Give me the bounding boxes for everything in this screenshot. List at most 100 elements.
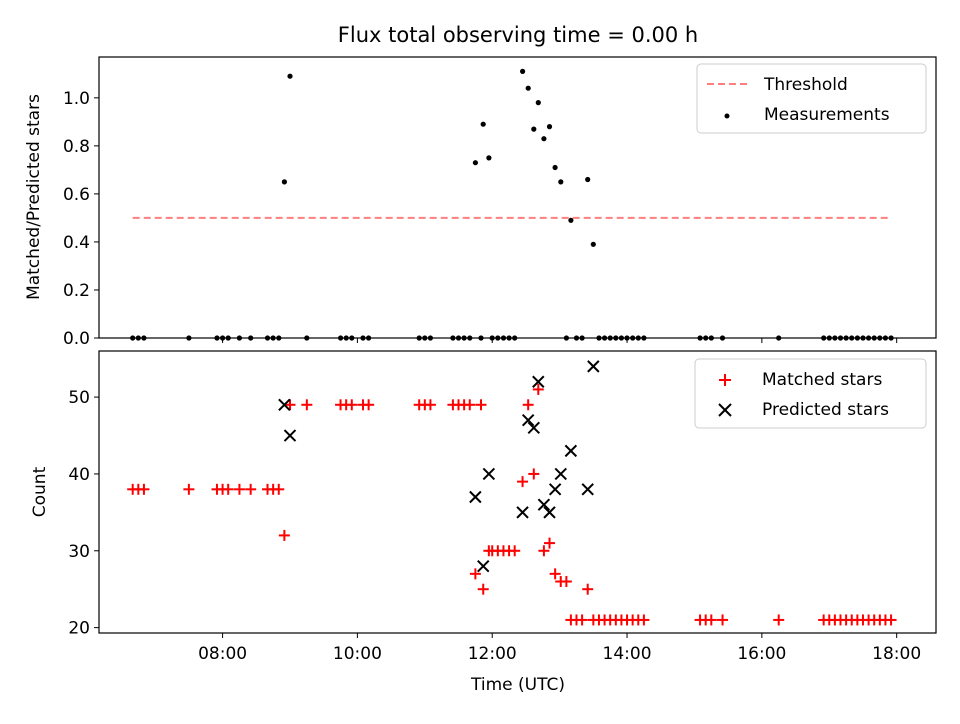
bottom-x-tick-label: 16:00: [737, 644, 786, 664]
predicted-marker-b: [581, 483, 594, 496]
predicted-star-point: [283, 429, 297, 442]
predicted-marker-b: [521, 413, 535, 427]
matched-star-point: [532, 383, 544, 395]
legend-matched-label: Matched stars: [762, 370, 882, 390]
bottom-legend-box: [694, 358, 927, 429]
top-y-tick-label: 0.8: [63, 137, 90, 157]
predicted-star-point: [527, 421, 540, 435]
predicted-star-point: [587, 360, 600, 373]
matched-star-point: [233, 483, 245, 495]
bottom-x-tick-label: 14:00: [603, 644, 652, 664]
top-panel: 0.0 0.2 0.4 0.6 0.8 1.0 Matched/Predicted sta…: [24, 56, 937, 349]
top-y-tick-label: 0.2: [63, 281, 90, 301]
top-legend: Threshold Measurements: [696, 63, 927, 134]
bottom-y-tick-label: 40: [68, 465, 90, 485]
measurement-point: [287, 73, 293, 79]
measurement-point: [558, 179, 564, 185]
top-y-axis-label: Matched/Predicted stars: [24, 94, 44, 300]
predicted-marker-b: [537, 498, 551, 511]
predicted-star-point: [482, 467, 496, 481]
measurement-point: [568, 217, 574, 223]
matched-star-point: [885, 614, 897, 626]
bottom-y-tick-label: 20: [68, 619, 90, 639]
measurement-point: [531, 126, 537, 132]
predicted-marker-b: [543, 506, 556, 519]
matched-star-point: [278, 529, 290, 541]
predicted-marker-b: [477, 559, 490, 573]
matched-star-point: [582, 583, 594, 595]
predicted-marker-b: [564, 444, 578, 458]
matched-star-point: [301, 399, 313, 411]
top-legend-box: [696, 63, 927, 134]
predicted-star-point: [532, 375, 545, 388]
measurement-point: [525, 85, 531, 91]
legend-measurements-label: Measurements: [764, 105, 890, 125]
top-y-ticks: 0.0 0.2 0.4 0.6 0.8 1.0: [63, 89, 99, 349]
measurement-point: [590, 241, 596, 247]
matched-star-point: [183, 483, 195, 495]
bottom-x-tick-label: 08:00: [198, 644, 247, 664]
measurement-point: [520, 68, 526, 74]
matched-star-point: [475, 399, 487, 411]
predicted-marker-b: [482, 467, 496, 481]
bottom-x-tick-label: 10:00: [333, 644, 382, 664]
predicted-star-point: [564, 444, 578, 458]
bottom-plot-area: [127, 360, 897, 626]
legend-predicted-swatch: [718, 403, 732, 417]
matched-star-point: [549, 568, 561, 580]
legend-matched-swatch: [719, 374, 731, 386]
matched-star-point: [509, 545, 521, 557]
chart-title: Flux total observing time = 0.00 h: [338, 23, 698, 47]
predicted-marker-b: [548, 483, 562, 496]
bottom-x-ticks: 08:00 10:00 12:00 14:00 16:00 18:00: [198, 633, 921, 664]
matched-star-point: [538, 545, 550, 557]
matched-star-point: [469, 568, 481, 580]
matched-star-point: [273, 483, 285, 495]
predicted-star-point: [469, 490, 482, 504]
measurement-point: [541, 136, 547, 142]
matched-star-point: [346, 399, 358, 411]
bottom-y-tick-label: 50: [68, 388, 90, 408]
predicted-marker-b: [554, 467, 567, 481]
predicted-star-point: [581, 483, 594, 496]
matched-star-point: [528, 468, 540, 480]
matched-star-point: [705, 614, 717, 626]
matched-star-point: [424, 399, 436, 411]
top-y-tick-label: 0.4: [63, 233, 90, 253]
predicted-marker-b: [469, 490, 482, 504]
bottom-x-tick-label: 12:00: [468, 644, 517, 664]
measurement-point: [281, 179, 287, 185]
predicted-star-point: [278, 398, 291, 411]
predicted-star-point: [477, 559, 490, 573]
predicted-star-point: [521, 413, 535, 427]
top-axes-frame: [98, 56, 937, 339]
measurement-point: [535, 100, 541, 106]
measurement-point: [486, 155, 492, 161]
bottom-x-tick-label: 18:00: [872, 644, 921, 664]
legend-measurements-swatch: [724, 113, 730, 119]
top-y-tick-label: 0.6: [63, 185, 90, 205]
bottom-axes-frame: [98, 350, 937, 634]
legend-threshold-label: Threshold: [763, 75, 848, 95]
predicted-marker-b: [587, 360, 600, 373]
top-y-tick-label: 1.0: [63, 89, 90, 109]
matched-star-point: [576, 614, 588, 626]
matched-star-point: [638, 614, 650, 626]
matched-star-point: [222, 483, 234, 495]
matched-star-point: [560, 576, 572, 588]
matched-star-point: [544, 537, 556, 549]
matched-star-point: [517, 476, 529, 488]
predicted-marker-b: [532, 375, 545, 388]
predicted-marker-b: [283, 429, 297, 442]
measurement-point: [546, 124, 553, 130]
matched-star-point: [464, 399, 476, 411]
bottom-y-tick-label: 30: [68, 542, 90, 562]
bottom-y-ticks: 20 30 40 50: [68, 388, 99, 639]
matched-star-point: [477, 583, 489, 595]
matched-star-point: [773, 614, 785, 626]
measurement-point: [480, 121, 486, 127]
bottom-y-axis-label: Count: [30, 466, 50, 517]
